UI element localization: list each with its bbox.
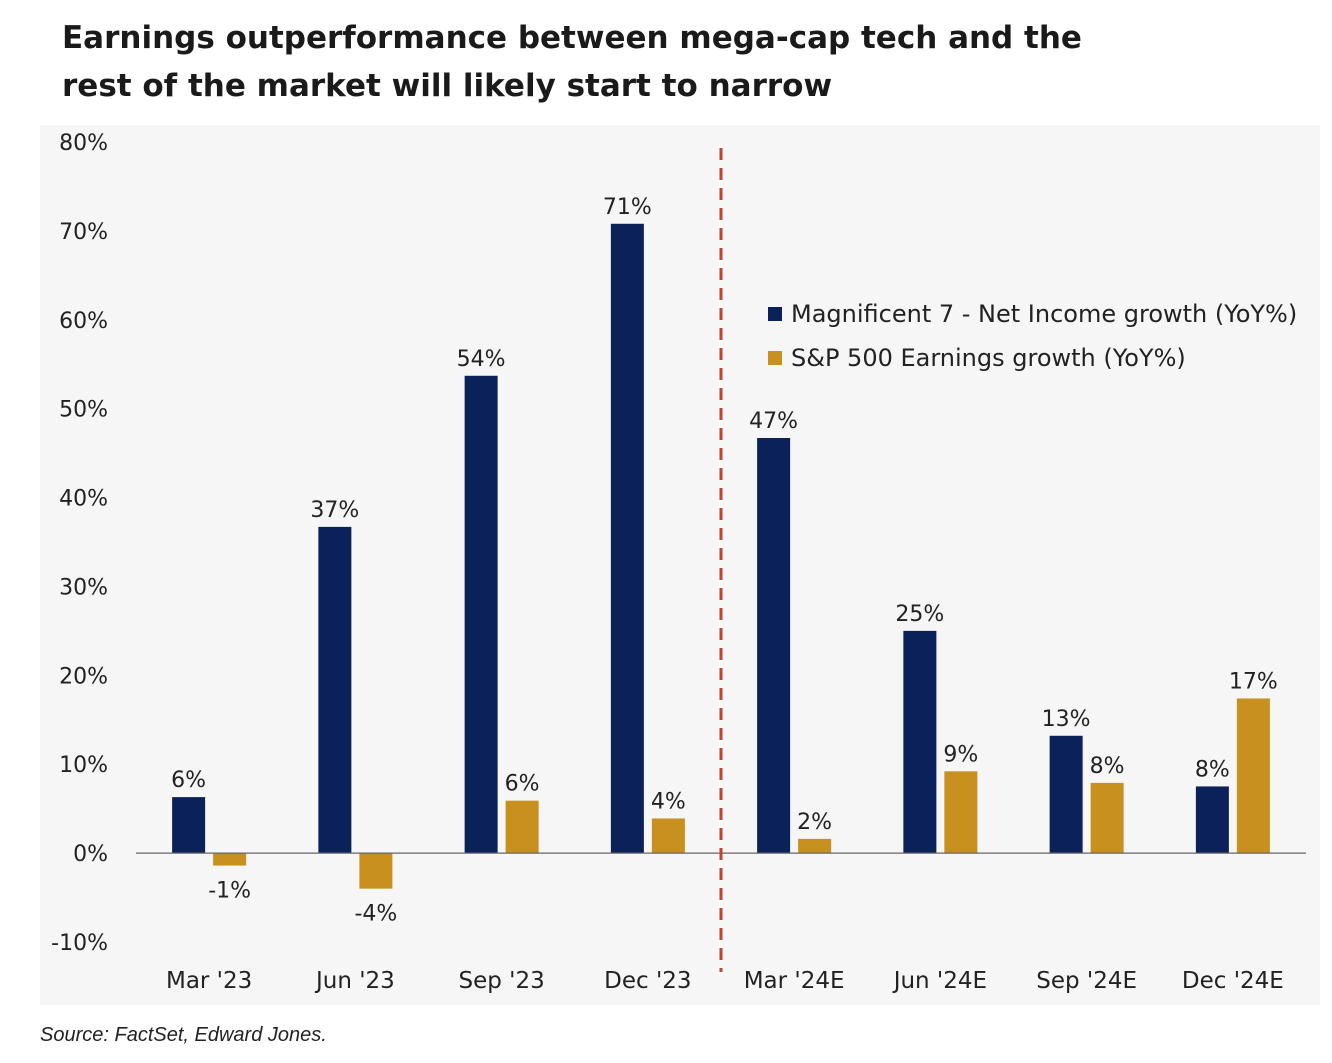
y-tick-label: 40%	[59, 487, 108, 512]
bar-sp500	[651, 818, 685, 854]
data-label-sp500: -1%	[208, 879, 251, 904]
data-label-mag7: 25%	[895, 602, 944, 627]
bar-sp500	[1236, 698, 1270, 854]
x-tick-label: Sep '23	[459, 968, 545, 994]
title-line-2: rest of the market will likely start to …	[62, 68, 833, 104]
y-tick-label: 30%	[59, 575, 108, 600]
bar-sp500	[944, 771, 978, 854]
bar-mag7	[757, 438, 791, 854]
x-tick-label: Dec '23	[604, 968, 691, 994]
y-tick-label: 0%	[73, 842, 108, 867]
data-label-mag7: 6%	[171, 768, 206, 793]
bar-mag7	[1195, 786, 1229, 854]
legend-swatch-sp500	[768, 351, 782, 365]
title-line-1: Earnings outperformance between mega-cap…	[62, 20, 1082, 56]
plot-background	[40, 125, 1320, 1005]
data-label-sp500: 17%	[1229, 669, 1278, 694]
data-label-mag7: 8%	[1195, 757, 1230, 782]
bar-sp500	[213, 853, 247, 866]
data-label-mag7: 71%	[603, 195, 652, 220]
x-tick-label: Mar '24E	[744, 968, 845, 994]
x-tick-label: Sep '24E	[1036, 968, 1137, 994]
data-label-sp500: 6%	[505, 772, 540, 797]
bar-mag7	[903, 630, 937, 854]
y-tick-label: 70%	[59, 220, 108, 245]
x-tick-label: Jun '24E	[892, 968, 987, 994]
bar-mag7	[172, 797, 206, 854]
bar-sp500	[359, 853, 393, 889]
bar-sp500	[505, 800, 539, 854]
y-tick-label: 20%	[59, 664, 108, 689]
legend-label-mag7: Magnificent 7 - Net Income growth (YoY%)	[791, 300, 1298, 328]
legend-label-sp500: S&P 500 Earnings growth (YoY%)	[791, 344, 1186, 372]
bar-mag7	[610, 223, 644, 854]
data-label-mag7: 37%	[310, 498, 359, 523]
y-tick-label: -10%	[51, 931, 108, 956]
source-note: Source: FactSet, Edward Jones.	[40, 1024, 327, 1046]
x-tick-label: Jun '23	[314, 968, 395, 994]
chart-title: Earnings outperformance between mega-cap…	[62, 14, 1162, 110]
bar-mag7	[464, 375, 498, 854]
data-label-mag7: 54%	[457, 347, 506, 372]
bar-sp500	[798, 838, 832, 854]
y-tick-label: 50%	[59, 398, 108, 423]
legend-swatch-mag7	[768, 307, 782, 321]
bar-mag7	[318, 526, 352, 854]
y-tick-label: 80%	[59, 131, 108, 156]
legend: Magnificent 7 - Net Income growth (YoY%)…	[768, 292, 1297, 380]
data-label-sp500: 4%	[651, 789, 686, 814]
y-tick-label: 10%	[59, 753, 108, 778]
legend-item-mag7: Magnificent 7 - Net Income growth (YoY%)	[768, 292, 1297, 336]
legend-item-sp500: S&P 500 Earnings growth (YoY%)	[768, 336, 1297, 380]
data-label-sp500: -4%	[354, 902, 397, 927]
data-label-sp500: 9%	[943, 742, 978, 767]
data-label-sp500: 2%	[797, 810, 832, 835]
data-label-sp500: 8%	[1090, 754, 1125, 779]
bar-mag7	[1049, 735, 1083, 854]
y-tick-label: 60%	[59, 309, 108, 334]
data-label-mag7: 47%	[749, 409, 798, 434]
bar-sp500	[1090, 782, 1124, 854]
x-tick-label: Mar '23	[166, 968, 252, 994]
x-tick-label: Dec '24E	[1182, 968, 1284, 994]
data-label-mag7: 13%	[1042, 707, 1091, 732]
